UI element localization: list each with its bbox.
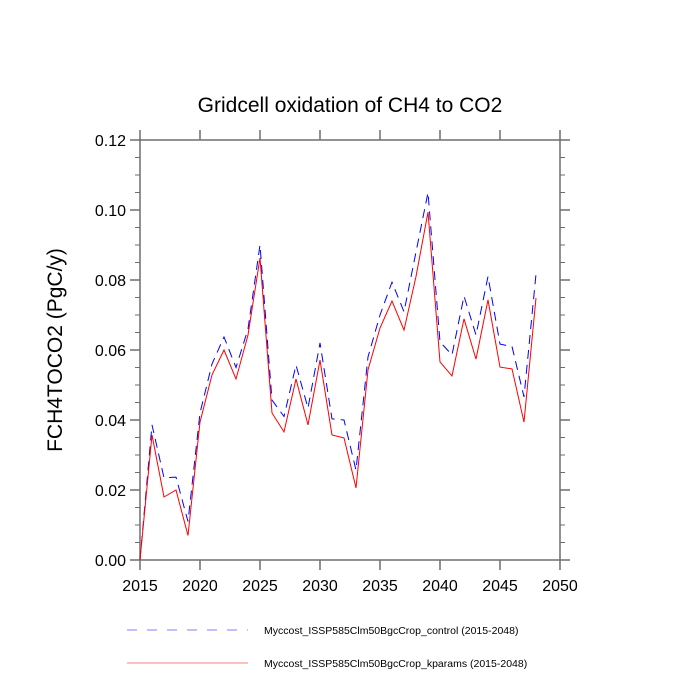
y-tick-label: 0.04 [95, 413, 126, 430]
x-tick-label: 2015 [122, 578, 158, 595]
x-tick-label: 2045 [482, 578, 518, 595]
x-tick-label: 2025 [242, 578, 278, 595]
y-tick-label: 0.12 [95, 133, 126, 150]
y-axis-label: FCH4TOCO2 (PgC/y) [44, 248, 67, 452]
y-tick-label: 0.10 [95, 203, 126, 220]
series-line-kparams [139, 212, 537, 561]
x-tick-label: 2035 [362, 578, 398, 595]
x-tick-label: 2020 [182, 578, 218, 595]
y-tick-label: 0.02 [95, 483, 126, 500]
y-tick-label: 0.00 [95, 553, 126, 570]
legend-label-kparams: Myccost_ISSP585Clm50BgcCrop_kparams (201… [264, 658, 527, 670]
chart-title: Gridcell oxidation of CH4 to CO2 [198, 94, 503, 117]
y-tick-label: 0.06 [95, 343, 126, 360]
y-tick-label: 0.08 [95, 273, 126, 290]
series-line-control [139, 192, 537, 561]
x-tick-label: 2040 [422, 578, 458, 595]
x-tick-label: 2030 [302, 578, 338, 595]
legend-label-control: Myccost_ISSP585Clm50BgcCrop_control (201… [264, 625, 518, 637]
x-tick-label: 2050 [542, 578, 578, 595]
